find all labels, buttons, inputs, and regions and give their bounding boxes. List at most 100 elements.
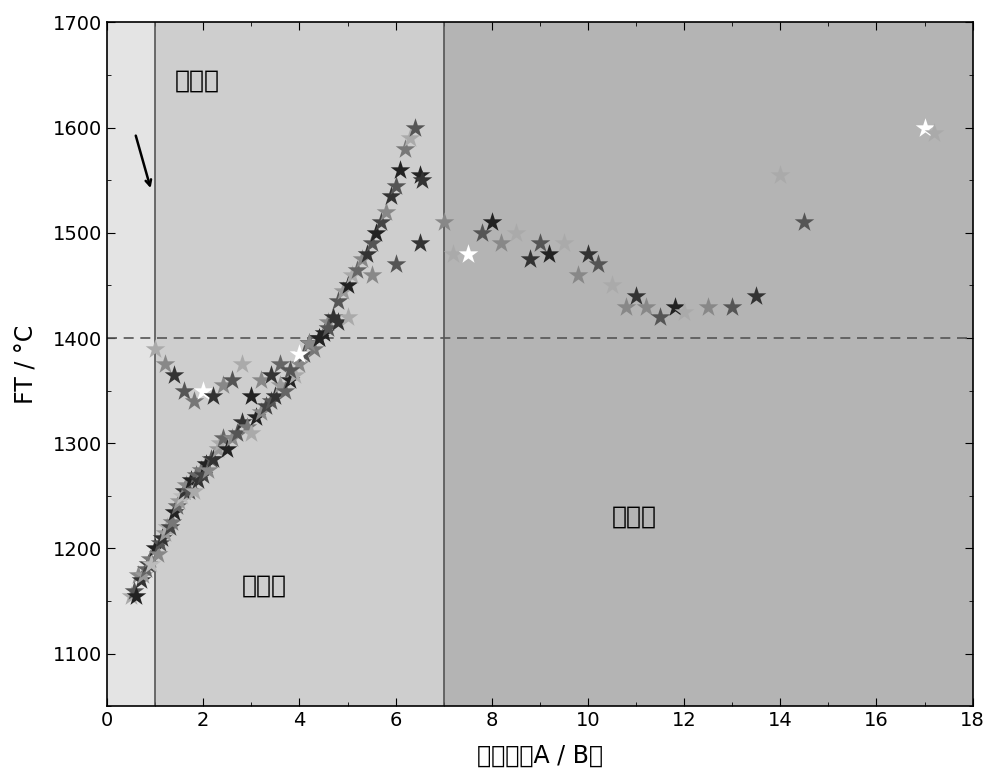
Point (267, 390, 283, 402)
Point (212, 437, 228, 449)
Point (700, 300, 716, 312)
Point (263, 395, 279, 407)
Point (354, 253, 370, 265)
Point (159, 521, 175, 534)
Point (301, 337, 317, 349)
Point (188, 468, 204, 481)
Point (133, 574, 149, 586)
Y-axis label: FT / °C: FT / °C (15, 325, 39, 404)
Point (388, 179, 404, 192)
Point (667, 300, 683, 312)
Point (195, 468, 211, 481)
Point (215, 431, 231, 444)
Point (364, 237, 380, 250)
Point (383, 189, 399, 202)
Point (445, 247, 461, 260)
Point (135, 568, 151, 581)
Point (320, 316, 336, 329)
Text: 中性灰: 中性灰 (242, 573, 287, 597)
Point (772, 169, 788, 182)
Point (224, 374, 240, 387)
Point (258, 400, 274, 413)
Point (414, 174, 430, 186)
Point (311, 332, 327, 345)
Point (349, 263, 365, 276)
Point (203, 453, 219, 465)
Point (154, 532, 170, 544)
Point (205, 390, 221, 402)
Point (287, 369, 303, 381)
Point (253, 374, 269, 387)
Point (652, 311, 668, 323)
Point (229, 427, 245, 439)
Point (604, 280, 620, 292)
Point (378, 206, 394, 218)
Point (282, 363, 298, 376)
Point (176, 384, 192, 397)
Point (176, 485, 192, 497)
Point (926, 127, 942, 139)
Point (407, 121, 423, 134)
Point (263, 369, 279, 381)
Point (296, 348, 312, 360)
Point (508, 226, 524, 239)
Point (272, 379, 288, 392)
Point (234, 358, 250, 370)
Point (243, 390, 259, 402)
Point (388, 258, 404, 271)
Point (460, 247, 476, 260)
Point (335, 284, 351, 297)
Text: 酸性灰: 酸性灰 (612, 505, 657, 529)
Point (474, 226, 490, 239)
Point (412, 169, 428, 182)
Point (164, 516, 180, 529)
Text: 碱性灰: 碱性灰 (174, 68, 219, 92)
Point (174, 489, 190, 502)
Point (412, 237, 428, 250)
Point (272, 358, 288, 370)
Point (219, 442, 235, 455)
Point (138, 563, 154, 576)
Point (162, 521, 178, 534)
Point (200, 464, 216, 476)
Bar (444, 23, 973, 706)
Point (402, 132, 418, 145)
Point (796, 216, 812, 229)
Bar (107, 23, 155, 706)
Point (541, 247, 557, 260)
Point (186, 395, 202, 407)
Point (724, 300, 740, 312)
Point (311, 332, 327, 345)
Point (253, 406, 269, 418)
Point (143, 558, 159, 571)
Point (234, 416, 250, 428)
Point (917, 121, 933, 134)
Point (171, 495, 187, 507)
Point (152, 537, 168, 550)
Point (291, 348, 307, 360)
Point (178, 479, 194, 492)
Point (130, 568, 146, 581)
Point (580, 247, 596, 260)
Point (359, 247, 375, 260)
Point (291, 358, 307, 370)
Point (243, 427, 259, 439)
Point (239, 421, 255, 434)
Point (330, 295, 346, 308)
Point (316, 327, 332, 339)
Point (522, 253, 538, 265)
Point (198, 458, 214, 471)
Point (186, 485, 202, 497)
Point (532, 237, 548, 250)
Point (195, 384, 211, 397)
Point (166, 505, 182, 518)
Point (166, 369, 182, 381)
Point (224, 431, 240, 444)
Point (157, 358, 173, 370)
Point (210, 442, 226, 455)
Point (325, 311, 341, 323)
Point (147, 342, 163, 355)
Point (570, 269, 586, 281)
Bar (155, 23, 444, 706)
X-axis label: 酸碱比（A / B）: 酸碱比（A / B） (477, 744, 603, 768)
